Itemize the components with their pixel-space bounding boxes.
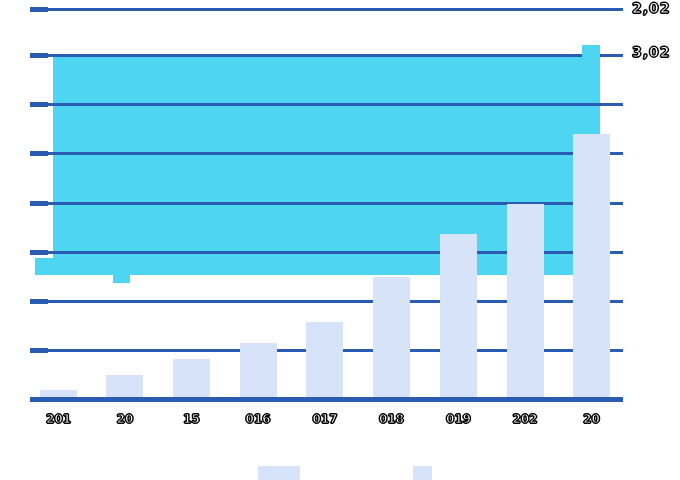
axis-tick xyxy=(30,53,48,58)
bar[interactable] xyxy=(507,204,544,399)
cyan-area-corner-marker[interactable] xyxy=(582,45,600,63)
x-axis-label: 15 xyxy=(183,412,201,427)
bar[interactable] xyxy=(173,359,210,399)
axis-tick xyxy=(30,7,48,12)
gridline xyxy=(30,251,623,254)
legend-swatch-2[interactable] xyxy=(413,466,432,480)
x-axis-label: 017 xyxy=(312,412,338,427)
gridline xyxy=(30,8,623,11)
x-axis-label: 202 xyxy=(512,412,538,427)
x-axis-label: 019 xyxy=(445,412,472,427)
cyan-area-bottom-tab[interactable] xyxy=(113,275,130,283)
axis-tick xyxy=(30,151,48,156)
axis-tick xyxy=(30,250,48,255)
bar[interactable] xyxy=(106,375,143,399)
right-axis-label-top: 2,02 xyxy=(632,1,671,18)
bar[interactable] xyxy=(440,234,477,399)
bar[interactable] xyxy=(40,390,77,399)
x-axis-label: 20 xyxy=(583,412,601,427)
x-axis-label: 016 xyxy=(245,412,271,427)
bar[interactable] xyxy=(573,134,610,399)
axis-tick xyxy=(30,201,48,206)
gridline xyxy=(30,103,623,106)
gridline xyxy=(30,202,623,205)
axis-tick xyxy=(30,102,48,107)
x-axis-label: 20 xyxy=(116,412,134,427)
x-axis-label: 201 xyxy=(45,412,72,427)
bar[interactable] xyxy=(240,343,277,399)
axis-tick xyxy=(30,299,48,304)
right-axis-label-second: 3,02 xyxy=(632,45,671,62)
x-axis-label: 018 xyxy=(378,412,405,427)
legend-swatch-1[interactable] xyxy=(258,466,300,480)
x-axis-line xyxy=(30,397,623,402)
bar[interactable] xyxy=(373,277,410,399)
gridline xyxy=(30,152,623,155)
axis-tick xyxy=(30,348,48,353)
gridline xyxy=(30,300,623,303)
gridline xyxy=(30,54,623,57)
cyan-area-left-foot[interactable] xyxy=(35,258,54,275)
bar[interactable] xyxy=(306,322,343,399)
